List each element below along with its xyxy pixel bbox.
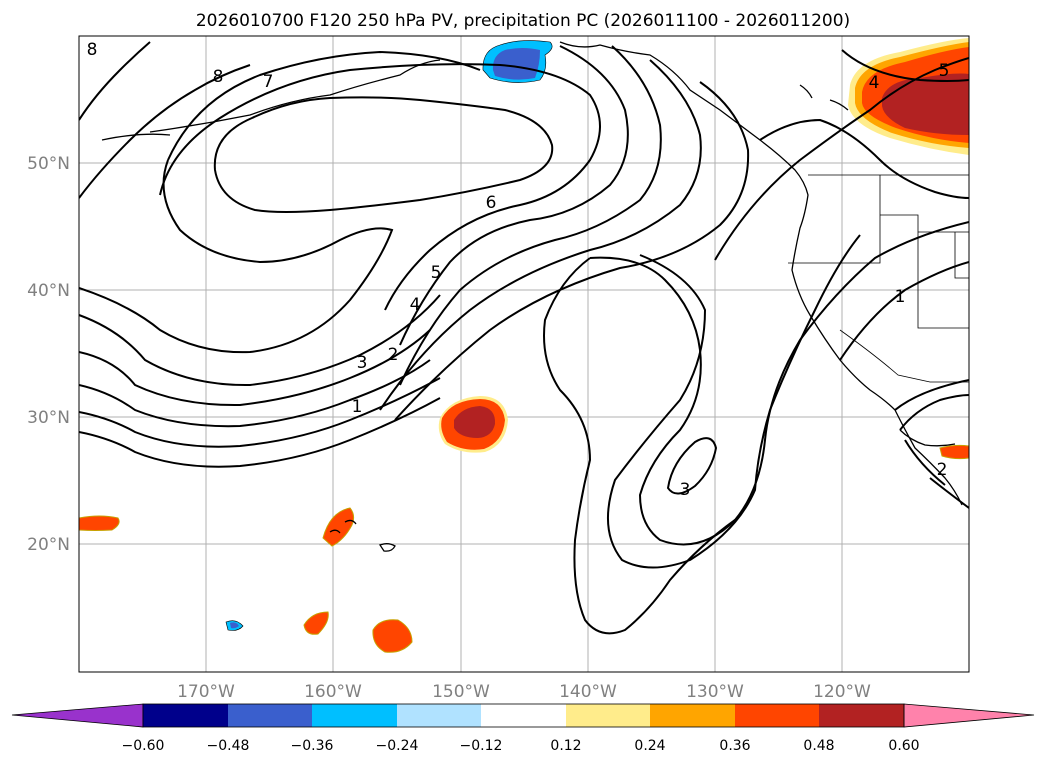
pv-contour-2-east bbox=[894, 379, 969, 411]
pv-contour-1-east bbox=[839, 261, 969, 361]
colorbar-segment bbox=[819, 704, 904, 727]
pv-contour-6 bbox=[159, 63, 601, 311]
lon-label: 170°W bbox=[177, 682, 235, 702]
pv-contour-low-lat-3 bbox=[79, 359, 431, 428]
pv-contour-nw-corner bbox=[79, 64, 251, 199]
figure-title: 2026010700 F120 250 hPa PV, precipitatio… bbox=[196, 11, 850, 31]
lon-label: 150°W bbox=[432, 682, 490, 702]
pv-contour-low-lat-5 bbox=[79, 294, 441, 387]
country-borders bbox=[788, 174, 969, 383]
pv-label: 5 bbox=[431, 263, 442, 283]
pv-contour-trough-1 bbox=[79, 159, 394, 354]
lon-label: 130°W bbox=[686, 682, 744, 702]
pv-contour-3-closed bbox=[666, 437, 718, 495]
colorbar-tick-label: −0.48 bbox=[207, 738, 250, 754]
pv-contour-2-east-b bbox=[899, 394, 969, 431]
pv-contour-5 bbox=[399, 45, 629, 346]
pv-label: 2 bbox=[937, 460, 948, 480]
precip-anomaly-central-pacific bbox=[438, 396, 508, 453]
pv-contour-outer-trough bbox=[543, 257, 736, 635]
pv-label: 4 bbox=[869, 73, 880, 93]
pv-contour-low-lat-4 bbox=[79, 329, 431, 407]
pv-contour-3 bbox=[379, 59, 702, 411]
colorbar-segment bbox=[143, 704, 228, 727]
pv-contours bbox=[79, 41, 969, 635]
colorbar-tick-label: −0.60 bbox=[122, 738, 165, 754]
pv-label: 4 bbox=[410, 295, 421, 315]
pv-label: 6 bbox=[486, 193, 497, 213]
pv-contour-nw-corner-2 bbox=[79, 41, 151, 121]
colorbar-segment bbox=[481, 704, 566, 727]
graticule bbox=[79, 36, 969, 672]
colorbar-tick-label: 0.60 bbox=[888, 738, 919, 754]
latitude-labels: 50°N 40°N 30°N 20°N bbox=[27, 154, 70, 555]
pv-label: 3 bbox=[680, 480, 691, 500]
pv-label: 7 bbox=[263, 72, 274, 92]
colorbar-tick-label: 0.24 bbox=[634, 738, 665, 754]
colorbar-tick-label: −0.12 bbox=[460, 738, 503, 754]
colorbar-segment bbox=[566, 704, 650, 727]
pv-label: 2 bbox=[388, 345, 399, 365]
lat-label: 40°N bbox=[27, 281, 70, 301]
pv-contour-ridge-east-2 bbox=[759, 118, 969, 199]
colorbar-tick-label: 0.12 bbox=[550, 738, 581, 754]
pv-contour-labels: 8 8 7 6 5 4 3 2 1 3 4 5 1 2 bbox=[87, 40, 950, 500]
precip-anomaly-hawaii bbox=[322, 507, 355, 547]
precip-anomaly-west-pacific bbox=[79, 515, 120, 531]
colorbar-segment bbox=[312, 704, 397, 727]
pv-label: 3 bbox=[357, 353, 368, 373]
coastlines bbox=[101, 41, 963, 552]
pv-contour-inner-trough bbox=[606, 234, 861, 569]
colorbar-tick-label: 0.48 bbox=[803, 738, 834, 754]
longitude-labels: 170°W 160°W 150°W 140°W 130°W 120°W bbox=[177, 682, 871, 702]
pv-label: 1 bbox=[895, 287, 906, 307]
pv-contour-8-closed bbox=[213, 96, 554, 213]
pv-label: 8 bbox=[87, 40, 98, 60]
pv-contour-low-lat-2 bbox=[79, 377, 441, 448]
precip-anomaly-baja bbox=[939, 444, 969, 460]
colorbar: −0.60 −0.48 −0.36 −0.24 −0.12 0.12 0.24 … bbox=[11, 703, 1035, 754]
colorbar-segment bbox=[397, 704, 481, 727]
colorbar-extend-min bbox=[11, 703, 144, 728]
pv-label: 5 bbox=[939, 61, 950, 81]
lat-label: 20°N bbox=[27, 535, 70, 555]
pv-label: 1 bbox=[352, 397, 363, 417]
precip-anomaly-pacific-northwest bbox=[848, 38, 969, 155]
lat-label: 30°N bbox=[27, 408, 70, 428]
precipitation-shading bbox=[79, 38, 969, 653]
pv-contour-4 bbox=[399, 45, 662, 386]
map-panel: 8 8 7 6 5 4 3 2 1 3 4 5 1 2 bbox=[78, 35, 970, 673]
precip-anomaly-south-small bbox=[225, 611, 413, 653]
pv-contour-ridge-east-3 bbox=[841, 49, 969, 82]
pv-contour-mexico bbox=[929, 477, 969, 509]
colorbar-extend-max bbox=[903, 703, 1035, 728]
lon-label: 120°W bbox=[813, 682, 871, 702]
pv-contour-7-ridge bbox=[167, 50, 481, 161]
lon-label: 140°W bbox=[559, 682, 617, 702]
pv-label: 8 bbox=[213, 67, 224, 87]
colorbar-segment bbox=[735, 704, 819, 727]
pv-contour-low-lat-1 bbox=[79, 397, 441, 468]
lat-label: 50°N bbox=[27, 154, 70, 174]
colorbar-segment bbox=[650, 704, 735, 727]
pv-contour-mexico-b bbox=[904, 439, 946, 486]
precip-anomaly-gulf-of-alaska bbox=[482, 40, 553, 83]
colorbar-segment bbox=[228, 704, 312, 727]
pv-contour-ridge-east bbox=[714, 57, 969, 261]
lon-label: 160°W bbox=[304, 682, 362, 702]
colorbar-tick-label: −0.24 bbox=[376, 738, 419, 754]
colorbar-tick-label: 0.36 bbox=[719, 738, 750, 754]
colorbar-tick-label: −0.36 bbox=[291, 738, 334, 754]
pv-contour-1-trough bbox=[589, 221, 969, 546]
